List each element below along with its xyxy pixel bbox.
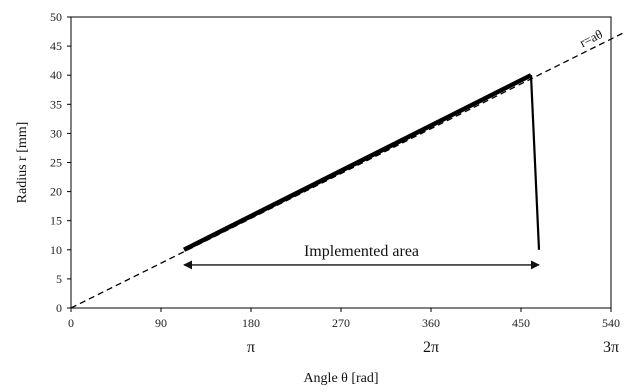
y-axis-title: Radius r [mm] xyxy=(15,122,30,204)
series-line-dashed xyxy=(70,31,627,309)
series-line-solid xyxy=(529,75,541,250)
x-pi-label: 3π xyxy=(603,339,619,356)
y-tick-label: 10 xyxy=(50,243,62,257)
plot-area: 0 5 10 15 20 25 30 35 40 45 50 0 90 180 270 360 450 540 π 2… xyxy=(15,10,627,386)
y-tick-label: 40 xyxy=(50,68,62,82)
x-tick-label: 180 xyxy=(242,316,260,330)
implemented-area-label: Implemented area xyxy=(304,243,419,260)
y-tick-label: 0 xyxy=(56,301,62,315)
y-tick-label: 25 xyxy=(50,156,62,170)
x-tick-label: 360 xyxy=(422,316,440,330)
x-axis-title: Angle θ [rad] xyxy=(303,371,378,386)
x-pi-label: 2π xyxy=(423,339,439,356)
x-pi-label: π xyxy=(247,339,255,356)
x-tick-label: 540 xyxy=(602,316,620,330)
x-tick-label: 0 xyxy=(68,316,74,330)
series-line-thick xyxy=(182,73,533,252)
y-tick-label: 5 xyxy=(56,272,62,286)
curve-label: r=aθ xyxy=(577,26,605,50)
x-tick-label: 90 xyxy=(155,316,167,330)
y-tick-label: 20 xyxy=(50,185,62,199)
y-tick-label: 45 xyxy=(50,39,62,53)
y-tick-label: 35 xyxy=(50,97,62,111)
x-tick-label: 450 xyxy=(512,316,530,330)
y-tick-label: 50 xyxy=(50,10,62,24)
y-tick-label: 30 xyxy=(50,126,62,140)
y-tick-label: 15 xyxy=(50,214,62,228)
x-tick-label: 270 xyxy=(332,316,350,330)
